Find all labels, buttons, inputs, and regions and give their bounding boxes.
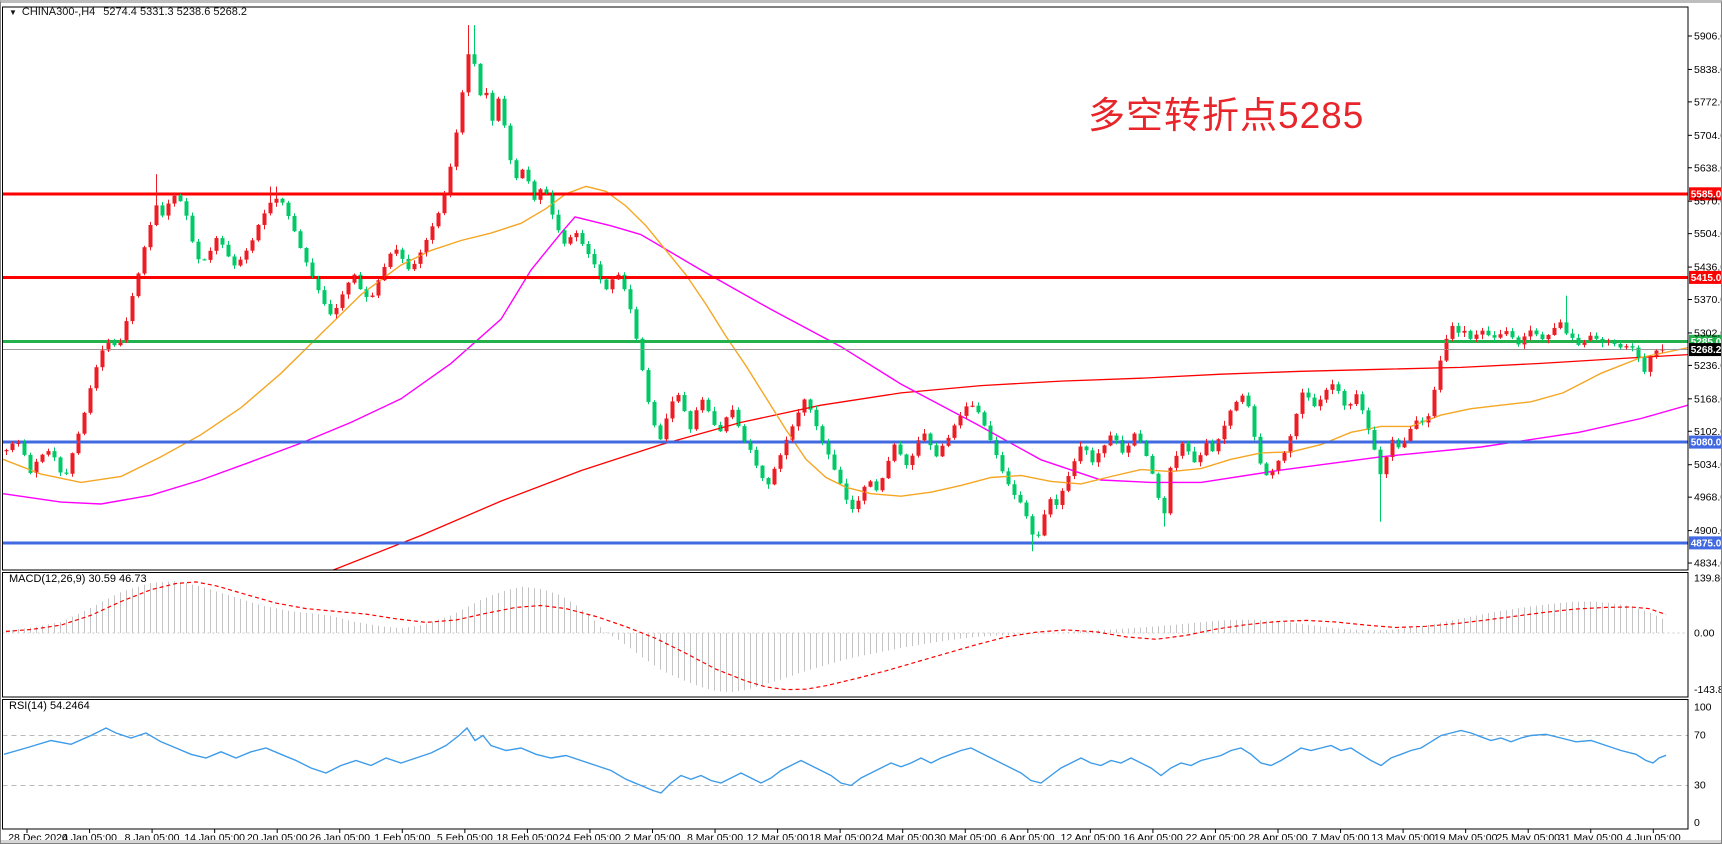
bottom-strip [1, 840, 1721, 843]
y-tick-label: 4968.0 [1694, 492, 1722, 504]
ma-slow-red-line [331, 353, 1688, 570]
x-tick-label: 24 Mar 05:00 [872, 832, 934, 844]
panel-border [2, 6, 1689, 571]
rsi-level-label: 70 [1694, 730, 1706, 742]
x-tick-label: 12 Apr 05:00 [1061, 832, 1121, 844]
macd-level-label: 0.00 [1694, 628, 1715, 640]
y-tick-label: 5436.0 [1694, 262, 1722, 274]
price-tag [1689, 343, 1721, 357]
x-tick-label: 31 May 05:00 [1559, 832, 1623, 844]
symbol-ohlc-line: ▼ CHINA300-,H4 5274.4 5331.3 5238.6 5268.2 [9, 6, 247, 18]
ma-fast-orange-line [2, 185, 1688, 497]
x-tick-label: 22 Apr 05:00 [1186, 832, 1246, 844]
rsi-level-label: 0 [1694, 817, 1700, 829]
y-tick-label: 5236.0 [1694, 360, 1722, 372]
price-tag-label: 5415.0 [1691, 273, 1722, 284]
macd-indicator-label: MACD(12,26,9) 30.59 46.73 [9, 573, 147, 585]
x-tick-label: 4 Jan 05:00 [62, 832, 117, 844]
x-tick-label: 28 Apr 05:00 [1248, 832, 1308, 844]
y-tick-label: 5102.0 [1694, 426, 1722, 438]
y-tick-label: 5772.0 [1694, 96, 1722, 108]
y-tick-label: 5570.0 [1694, 196, 1722, 208]
x-tick-label: 16 Apr 05:00 [1123, 832, 1183, 844]
y-tick-label: 5370.0 [1694, 294, 1722, 306]
x-tick-label: 14 Jan 05:00 [184, 832, 245, 844]
panel-border [2, 699, 1689, 830]
x-tick-label: 8 Mar 05:00 [687, 832, 743, 844]
ohlc-values: 5274.4 5331.3 5238.6 5268.2 [103, 6, 248, 18]
x-tick-label: 4 Jun 05:00 [1626, 832, 1681, 844]
price-panel [2, 54, 1688, 570]
price-tag-label: 5585.0 [1691, 189, 1722, 200]
rsi-indicator-label: RSI(14) 54.2464 [9, 700, 90, 712]
x-tick-label: 8 Jan 05:00 [125, 832, 180, 844]
x-tick-label: 19 May 05:00 [1434, 832, 1498, 844]
y-tick-label: 5302.0 [1694, 327, 1722, 339]
macd-signal-line [5, 581, 1667, 691]
y-tick-label: 5638.0 [1694, 162, 1722, 174]
price-tag-label: 4875.0 [1691, 538, 1722, 549]
y-tick-label: 4900.0 [1694, 525, 1722, 537]
x-tick-label: 13 May 05:00 [1371, 832, 1435, 844]
price-tag [1689, 187, 1721, 201]
rsi-line [3, 726, 1667, 794]
y-tick-label: 5906.0 [1694, 31, 1722, 43]
x-tick-label: 30 Mar 05:00 [934, 832, 996, 844]
price-tag [1689, 270, 1721, 284]
macd-panel [2, 581, 1688, 692]
x-tick-label: 25 May 05:00 [1496, 832, 1560, 844]
x-tick-label: 26 Jan 05:00 [309, 832, 370, 844]
rsi-level-label: 30 [1694, 780, 1706, 792]
rsi-level-label: 100 [1694, 702, 1712, 714]
price-tag [1689, 536, 1721, 550]
x-tick-label: 20 Jan 05:00 [247, 832, 308, 844]
x-tick-label: 7 May 05:00 [1312, 832, 1370, 844]
x-tick-label: 1 Feb 05:00 [374, 832, 430, 844]
y-tick-label: 5034.0 [1694, 459, 1722, 471]
x-tick-label: 12 Mar 05:00 [747, 832, 809, 844]
chevron-down-icon[interactable]: ▼ [9, 8, 17, 17]
macd-level-label: -143.82 [1694, 684, 1722, 696]
price-tag [1689, 435, 1721, 449]
panel-border [2, 572, 1689, 698]
x-tick-label: 2 Mar 05:00 [624, 832, 680, 844]
y-tick-label: 5704.0 [1694, 130, 1722, 142]
x-tick-label: 18 Feb 05:00 [496, 832, 558, 844]
x-tick-label: 28 Dec 2020 [8, 832, 68, 844]
x-tick-label: 5 Feb 05:00 [437, 832, 493, 844]
x-tick-label: 24 Feb 05:00 [559, 832, 621, 844]
annotation-text: 多空转折点5285 [1088, 95, 1365, 136]
price-tag-label: 5080.0 [1691, 438, 1722, 449]
y-tick-label: 5838.0 [1694, 64, 1722, 76]
x-tick-label: 6 Apr 05:00 [1001, 832, 1055, 844]
price-tag-label: 5268.2 [1691, 345, 1722, 356]
rsi-panel [2, 726, 1688, 794]
macd-level-label: 139.86 [1694, 573, 1722, 585]
symbol-label: CHINA300-,H4 [21, 6, 96, 18]
y-tick-label: 4834.0 [1694, 558, 1722, 570]
price-tag-label: 5285.0 [1691, 337, 1722, 348]
y-tick-label: 5504.0 [1694, 228, 1722, 240]
x-tick-label: 18 Mar 05:00 [809, 832, 871, 844]
y-tick-label: 5168.0 [1694, 393, 1722, 405]
ma-mid-magenta-line [2, 216, 1688, 505]
